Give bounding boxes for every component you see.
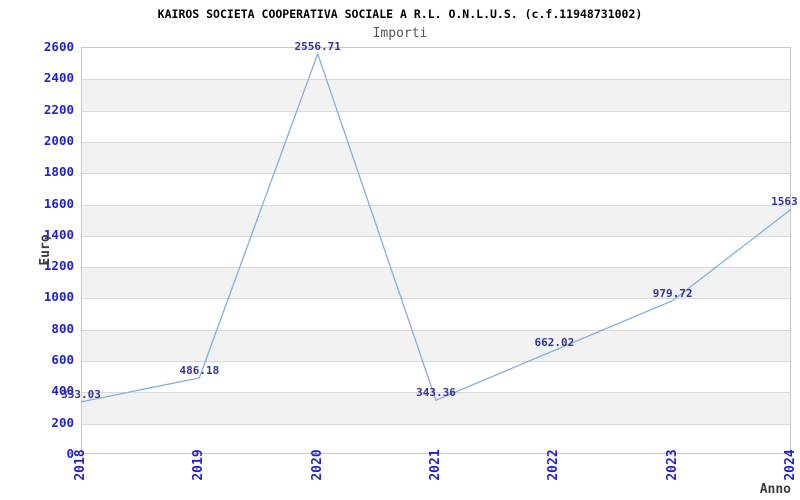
x-tick-label: 2020 <box>309 449 325 481</box>
data-point-label: 662.02 <box>534 336 575 350</box>
y-tick-label: 400 <box>51 383 74 399</box>
y-tick-label: 2400 <box>43 70 74 86</box>
y-tick-label: 1200 <box>43 258 74 274</box>
gridline <box>82 204 790 206</box>
data-point-label: 2556.71 <box>294 39 341 53</box>
series-line <box>80 51 792 403</box>
x-tick-label: 2022 <box>546 449 562 481</box>
x-tick-label: 2024 <box>783 449 798 481</box>
data-point-label: 1563.1 <box>771 195 800 209</box>
x-tick-label: 2023 <box>664 449 680 481</box>
plot-area <box>81 47 791 454</box>
band <box>82 79 790 111</box>
y-axis-title: Euro <box>38 234 53 266</box>
data-point-label: 486.18 <box>179 363 220 377</box>
band <box>82 204 790 236</box>
gridline <box>82 173 790 175</box>
gridline <box>82 361 790 363</box>
y-tick-label: 1600 <box>43 195 74 211</box>
x-tick-label: 2021 <box>428 449 443 481</box>
band <box>82 392 790 424</box>
band <box>82 329 790 362</box>
y-tick-label: 2000 <box>43 132 74 148</box>
gridline <box>82 392 790 394</box>
gridline <box>82 298 790 300</box>
chart-title: KAIROS SOCIETA COOPERATIVA SOCIALE A R.L… <box>157 7 643 21</box>
gridline <box>82 79 790 81</box>
y-tick-label: 600 <box>51 352 74 368</box>
x-tick-label: 2019 <box>191 449 207 481</box>
y-tick-label: 200 <box>51 414 74 430</box>
x-axis-title: Anno <box>759 482 791 497</box>
y-tick-label: 800 <box>51 320 74 336</box>
data-point-label: 979.72 <box>652 286 693 300</box>
gridline <box>82 267 790 269</box>
y-tick-label: 2200 <box>43 101 74 117</box>
chart-subtitle: Importi <box>372 26 428 41</box>
y-tick-label: 1000 <box>43 289 74 305</box>
gridline <box>82 423 790 425</box>
band <box>82 141 790 174</box>
gridline <box>82 235 790 237</box>
line-series <box>80 51 792 403</box>
data-point-label: 343.36 <box>416 386 456 400</box>
x-tick-label: 2018 <box>73 449 88 481</box>
y-tick-label: 1400 <box>43 226 74 242</box>
gridline <box>82 141 790 143</box>
data-point-label: 333.03 <box>61 387 101 401</box>
y-tick-label: 2600 <box>43 39 74 54</box>
gridline <box>82 110 790 112</box>
gridline <box>82 329 790 331</box>
band <box>82 267 790 299</box>
y-tick-label: 0 <box>66 446 74 461</box>
y-tick-label: 1800 <box>43 164 74 180</box>
